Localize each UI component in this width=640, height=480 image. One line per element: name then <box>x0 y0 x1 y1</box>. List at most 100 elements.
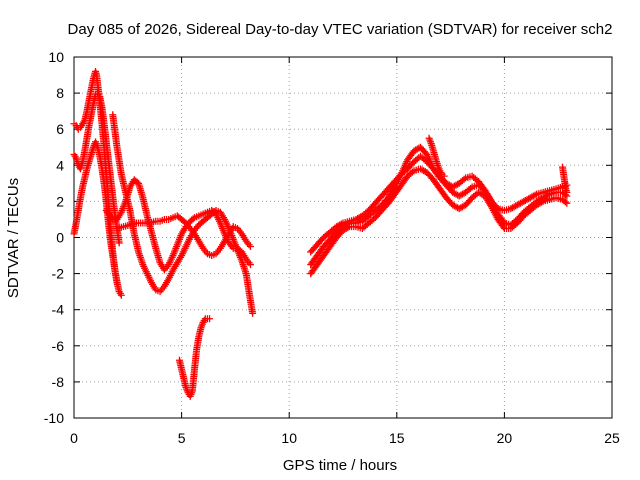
data-point <box>520 197 528 205</box>
data-point <box>410 167 418 175</box>
data-point <box>191 214 199 222</box>
data-point <box>173 259 181 267</box>
data-point <box>468 194 476 202</box>
data-point <box>307 248 315 256</box>
data-point <box>180 374 188 382</box>
data-point <box>115 239 123 247</box>
data-point <box>160 282 168 290</box>
data-point <box>156 217 164 225</box>
data-point <box>81 147 89 155</box>
data-point <box>169 214 177 222</box>
data-point <box>462 188 470 196</box>
data-point <box>436 185 444 193</box>
data-point <box>307 261 315 269</box>
data-point <box>92 138 100 146</box>
data-point <box>416 152 424 160</box>
data-point <box>242 255 250 263</box>
data-point-interp <box>460 175 468 183</box>
data-point <box>195 221 203 229</box>
data-point <box>104 156 112 164</box>
data-point <box>107 224 115 232</box>
data-point <box>378 192 386 200</box>
data-point <box>169 252 177 260</box>
x-tick-label: 20 <box>497 430 513 446</box>
data-point <box>432 154 440 162</box>
data-point <box>126 206 134 214</box>
data-point <box>468 183 476 191</box>
data-point <box>93 71 101 79</box>
data-point <box>186 224 194 232</box>
data-point <box>563 188 571 196</box>
data-point <box>79 120 87 128</box>
data-point <box>191 365 199 373</box>
data-point <box>109 248 117 256</box>
data-point <box>246 261 254 269</box>
x-axis-label: GPS time / hours <box>283 457 397 474</box>
data-point <box>436 167 444 175</box>
data-point <box>89 100 97 108</box>
data-point <box>449 201 457 209</box>
data-point <box>410 158 418 166</box>
data-point <box>178 230 186 238</box>
data-point <box>139 261 147 269</box>
x-tick-label: 5 <box>178 430 186 446</box>
data-point <box>404 165 412 173</box>
data-point <box>533 190 541 198</box>
data-point <box>562 185 570 193</box>
data-point <box>87 85 95 93</box>
data-point <box>184 389 192 397</box>
grid <box>74 57 612 418</box>
data-point <box>397 181 405 189</box>
y-tick-label: -2 <box>52 266 65 282</box>
data-point <box>333 223 341 231</box>
data-point <box>434 161 442 169</box>
data-point <box>100 120 108 128</box>
data-point <box>70 230 78 238</box>
data-point <box>197 324 205 332</box>
data-point <box>113 279 121 287</box>
data-point <box>165 275 173 283</box>
data-point <box>358 224 366 232</box>
data-point <box>423 169 431 177</box>
data-point <box>561 178 569 186</box>
data-point <box>193 345 201 353</box>
data-point-interp <box>531 191 539 199</box>
data-point <box>115 288 123 296</box>
data-point <box>96 93 104 101</box>
data-point <box>113 224 121 232</box>
data-point <box>87 150 95 158</box>
data-point <box>147 279 155 287</box>
data-point <box>206 315 214 323</box>
data-point <box>384 199 392 207</box>
data-point-interp <box>499 223 507 231</box>
data-point <box>173 241 181 249</box>
data-point <box>130 230 138 238</box>
data-point <box>560 170 568 178</box>
data-point <box>160 266 168 274</box>
data-point <box>87 111 95 119</box>
data-point-interp <box>408 168 416 176</box>
y-tick-label: 10 <box>48 49 64 65</box>
data-point <box>81 174 89 182</box>
data-point <box>182 219 190 227</box>
data-point <box>352 215 360 223</box>
data-point <box>126 221 134 229</box>
data-point <box>404 172 412 180</box>
data-point <box>109 192 117 200</box>
data-point <box>178 252 186 260</box>
data-point <box>74 206 82 214</box>
data-point <box>423 150 431 158</box>
data-point-interp <box>467 184 475 192</box>
data-point <box>152 286 160 294</box>
data-point <box>199 210 207 218</box>
data-point <box>494 215 502 223</box>
data-point <box>425 134 433 142</box>
data-point <box>416 165 424 173</box>
data-point <box>83 134 91 142</box>
data-point <box>165 215 173 223</box>
data-point <box>203 250 211 258</box>
data-point <box>429 147 437 155</box>
data-point <box>487 203 495 211</box>
data-point <box>72 219 80 227</box>
data-point <box>507 224 515 232</box>
